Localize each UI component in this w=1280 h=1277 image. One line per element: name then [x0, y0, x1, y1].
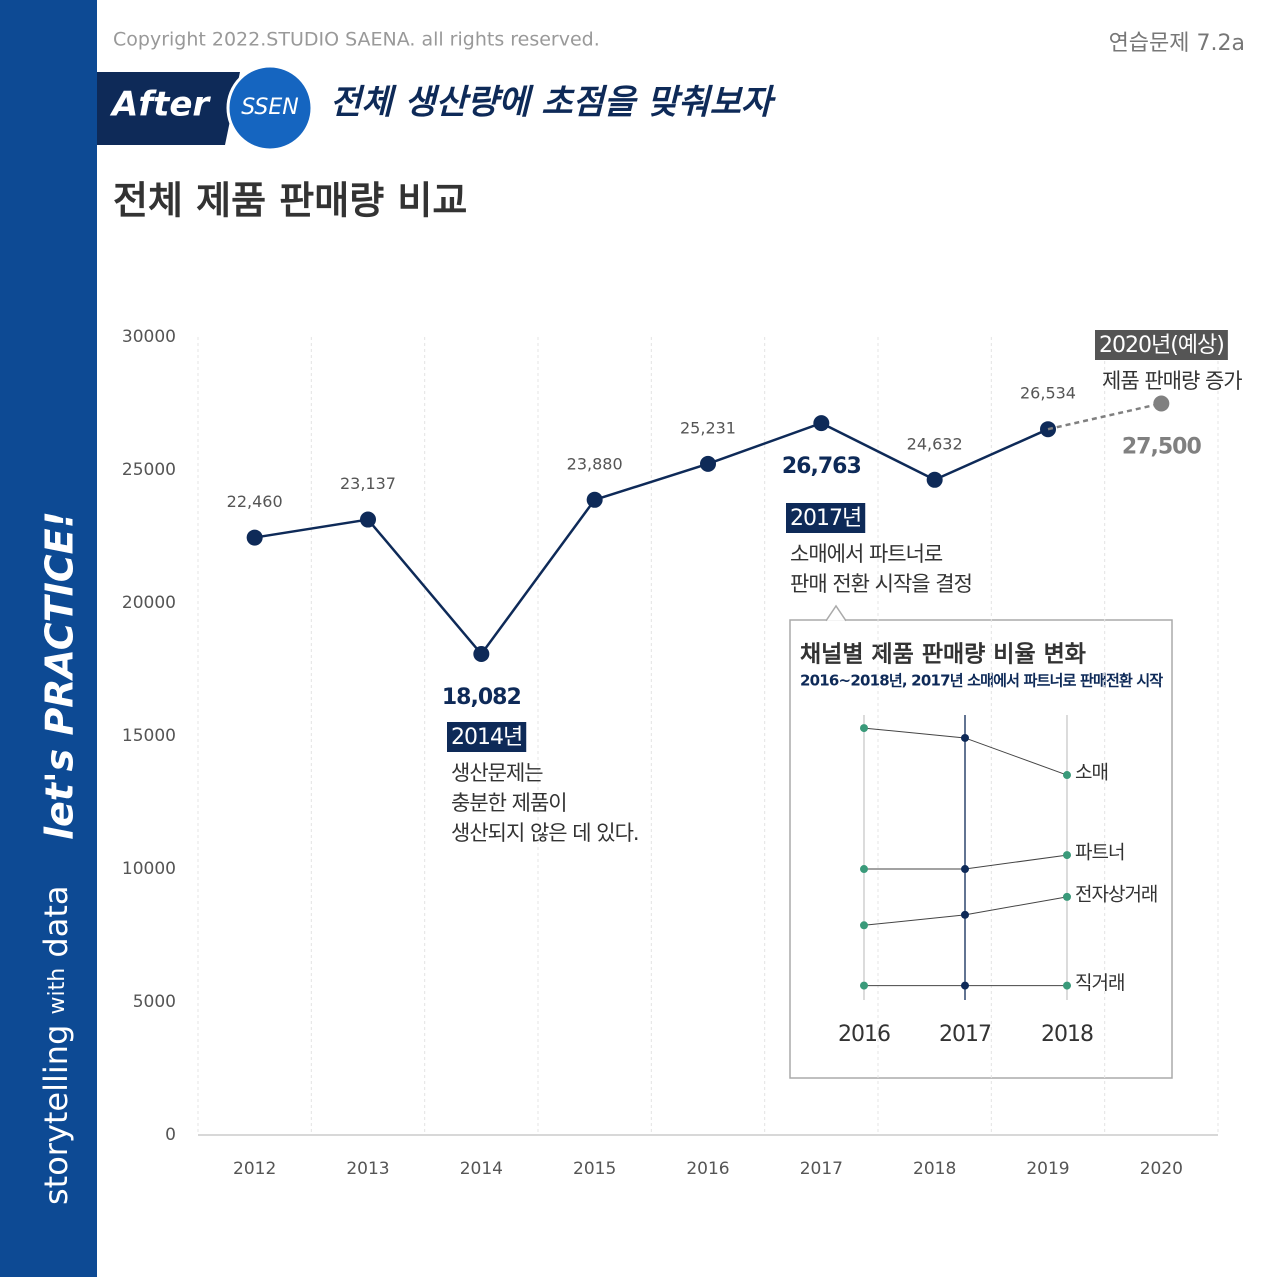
inset-point: [860, 865, 868, 874]
badge-text: After: [109, 85, 211, 125]
sidebar: [0, 0, 97, 1277]
annotation-text: 생산문제는: [451, 761, 543, 785]
inset-title: 채널별 제품 판매량 비율 변화: [800, 642, 1086, 668]
x-tick-label: 2019: [1026, 1159, 1069, 1179]
data-point: [360, 511, 376, 528]
data-label: 23,880: [567, 454, 623, 473]
x-tick-label: 2015: [573, 1159, 616, 1179]
chart-title: 전체 제품 판매량 비교: [113, 179, 467, 223]
inset-point: [961, 733, 969, 742]
inset-series-label: 파트너: [1075, 842, 1124, 864]
data-label: 26,763: [782, 454, 861, 479]
x-tick-label: 2020: [1140, 1159, 1183, 1179]
annotation-title: 2017년: [790, 506, 861, 531]
inset-point: [961, 910, 969, 919]
inset-point: [1063, 771, 1071, 780]
copyright: Copyright 2022.STUDIO SAENA. all rights …: [113, 29, 600, 51]
annotation-badge: [786, 503, 866, 533]
data-line: [254, 421, 1049, 657]
y-tick-label: 30000: [122, 327, 176, 347]
inset-point: [860, 921, 868, 930]
annotation-title: 2014년: [451, 725, 522, 750]
y-tick-label: 15000: [122, 726, 176, 746]
data-point: [473, 646, 490, 663]
inset-point: [1063, 981, 1071, 990]
inset-point: [961, 981, 969, 990]
data-label: 18,082: [442, 685, 521, 710]
inset-point: [961, 865, 969, 874]
inset-callout: [825, 604, 847, 622]
inset-point: [860, 981, 868, 990]
data-label: 27,500: [1122, 435, 1202, 460]
annotation-text: 소매에서 파트너로: [790, 542, 943, 566]
x-tick-label: 2012: [233, 1159, 276, 1179]
annotation-badge: [1095, 330, 1228, 360]
inset-series-label: 전자상거래: [1075, 883, 1157, 905]
badge-circle: [226, 64, 314, 152]
brand-word: with: [45, 968, 70, 1015]
sidebar-slogan: let's PRACTICE!: [38, 511, 82, 840]
data-label: 26,534: [1020, 384, 1076, 403]
data-point: [700, 455, 716, 472]
sidebar-brand: storytelling with data: [37, 886, 75, 1206]
inset-point: [1063, 851, 1071, 860]
headline: 전체 생산량에 초점을 맞춰보자: [330, 83, 776, 123]
x-tick-label: 2017: [800, 1159, 843, 1179]
data-label: 23,137: [340, 474, 396, 493]
inset-panel: [789, 619, 1173, 1079]
y-tick-label: 10000: [122, 859, 176, 879]
annotation-text: 판매 전환 시작을 결정: [790, 572, 972, 596]
inset-x-label: 2017: [939, 1022, 991, 1047]
inset-series-label: 직거래: [1075, 972, 1124, 994]
y-tick-label: 25000: [122, 460, 176, 480]
annotation-title: 2020년(예상): [1099, 333, 1224, 358]
annotation-badge: [447, 722, 527, 752]
inset-point: [860, 724, 868, 733]
y-tick-label: 20000: [122, 593, 176, 613]
badge: [97, 72, 240, 145]
x-tick-label: 2016: [686, 1159, 729, 1179]
brand-word: data: [37, 886, 75, 958]
x-tick-label: 2018: [913, 1159, 956, 1179]
inset-series-label: 소매: [1075, 762, 1108, 784]
inset-x-label: 2016: [838, 1022, 890, 1047]
inset-x-label: 2018: [1041, 1022, 1093, 1047]
data-label: 22,460: [227, 492, 283, 511]
inset-subtitle: 2016~2018년, 2017년 소매에서 파트너로 판매전환 시작: [800, 672, 1163, 690]
badge-circle-text: SSEN: [241, 95, 299, 120]
data-point: [1153, 395, 1170, 412]
annotation-text: 생산되지 않은 데 있다.: [451, 821, 639, 845]
y-tick-label: 0: [165, 1125, 176, 1145]
data-label: 25,231: [680, 418, 736, 437]
data-label: 24,632: [907, 434, 963, 453]
data-point: [246, 529, 263, 546]
forecast-connector: [1047, 402, 1162, 431]
y-tick-label: 5000: [133, 992, 176, 1012]
annotation-text: 충분한 제품이: [451, 791, 567, 815]
x-tick-label: 2014: [460, 1159, 503, 1179]
exercise-number: 연습문제 7.2a: [1109, 31, 1245, 56]
data-point: [586, 491, 603, 508]
annotation-text: 제품 판매량 증가: [1102, 369, 1242, 393]
inset-point: [1063, 892, 1071, 901]
brand-word: storytelling: [37, 1025, 75, 1205]
data-point: [813, 415, 830, 432]
x-tick-label: 2013: [346, 1159, 389, 1179]
data-point: [926, 471, 943, 488]
